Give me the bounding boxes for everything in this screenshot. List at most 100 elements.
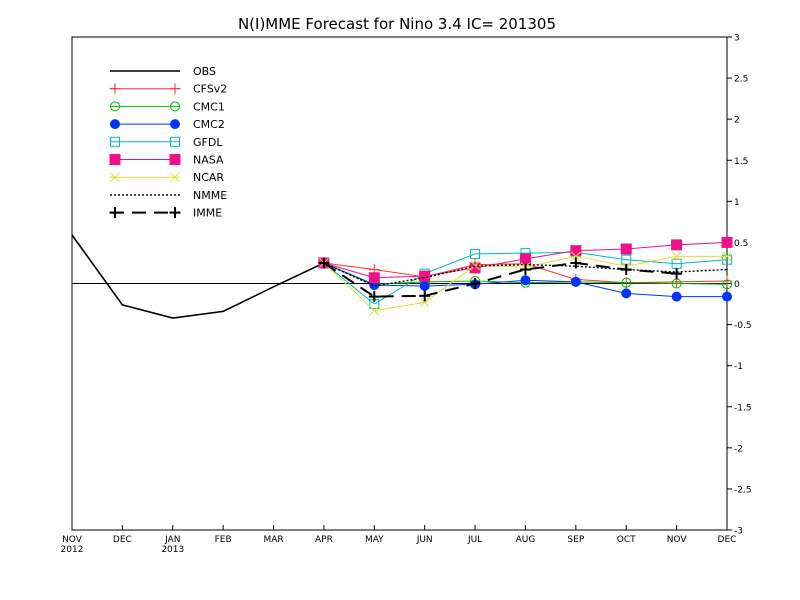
y-tick-label: 0 xyxy=(734,280,740,290)
series-line-gfdl xyxy=(323,251,728,305)
series-point-imme xyxy=(368,291,380,303)
legend-marker-cfsv2 xyxy=(169,83,181,95)
y-tick-label: 3 xyxy=(734,34,740,44)
series-point-nasa xyxy=(570,245,582,257)
series-point-ncar xyxy=(470,260,480,271)
series-point-nasa xyxy=(419,270,431,282)
series-point-nasa xyxy=(721,236,733,248)
legend-item-cmc1: CMC1 xyxy=(110,100,225,113)
legend-marker-imme xyxy=(169,207,181,219)
x-tick-label: FEB xyxy=(215,535,232,545)
series-point-nasa xyxy=(519,253,531,265)
legend-label-cfsv2: CFSv2 xyxy=(193,83,227,96)
legend-marker-ncar xyxy=(110,172,120,183)
y-tick-label: -0.5 xyxy=(734,321,752,331)
series-point-imme xyxy=(469,278,481,289)
x-tick-label: OCT xyxy=(617,535,636,545)
y-tick-label: 2 xyxy=(734,116,740,126)
series-point-imme xyxy=(671,268,683,280)
legend-marker-gfdl xyxy=(110,136,120,147)
series-point-nasa xyxy=(368,272,380,284)
legend-marker-nasa xyxy=(109,154,121,165)
legend-item-imme: IMME xyxy=(109,207,222,220)
x-tick-year-label: 2012 xyxy=(61,545,84,555)
series-point-cmc1 xyxy=(621,277,632,288)
x-tick-label: APR xyxy=(315,535,333,545)
series-point-ncar xyxy=(671,251,682,262)
legend-item-ncar: NCAR xyxy=(110,171,224,184)
series-point-imme xyxy=(570,257,582,269)
series-point-ncar xyxy=(369,305,380,316)
legend-label-cmc2: CMC2 xyxy=(193,118,225,131)
chart-title: N(I)MME Forecast for Nino 3.4 IC= 201305 xyxy=(238,15,556,33)
series-point-cmc2 xyxy=(570,276,581,287)
series-line-obs xyxy=(71,234,325,319)
series-line-imme xyxy=(323,261,677,298)
legend-marker-cmc1 xyxy=(110,101,120,112)
series-point-gfdl xyxy=(470,248,481,259)
legend-item-gfdl: GFDL xyxy=(110,136,223,149)
legend-marker-nasa xyxy=(169,154,181,165)
legend-item-obs: OBS xyxy=(110,65,216,78)
series-point-cmc2 xyxy=(621,288,632,299)
x-tick-label: DEC xyxy=(113,535,132,545)
x-tick-label: SEP xyxy=(567,535,584,545)
series-point-imme xyxy=(519,264,531,276)
x-tick-label: JAN xyxy=(164,535,180,545)
legend-marker-cmc2 xyxy=(110,119,120,130)
y-tick-label: 2.5 xyxy=(734,75,748,85)
series-point-ncar xyxy=(419,297,430,308)
legend-label-ncar: NCAR xyxy=(193,171,224,184)
y-tick-label: 1 xyxy=(734,198,740,208)
series-point-cmc2 xyxy=(419,280,430,291)
legend-label-obs: OBS xyxy=(193,65,216,78)
legend-label-imme: IMME xyxy=(193,207,222,220)
legend-marker-ncar xyxy=(170,172,180,183)
series-imme xyxy=(318,257,683,303)
legend-item-cmc2: CMC2 xyxy=(110,118,225,131)
y-tick-label: 0.5 xyxy=(734,239,748,249)
x-tick-label: DEC xyxy=(718,535,737,545)
series-point-ncar xyxy=(570,251,581,262)
series-point-ncar xyxy=(722,251,732,262)
legend-label-gfdl: GFDL xyxy=(193,136,223,149)
series-point-cmc2 xyxy=(520,275,531,286)
series-point-imme xyxy=(419,290,431,302)
series-point-nasa xyxy=(671,239,683,251)
y-tick-label: 1.5 xyxy=(734,157,748,167)
y-tick-label: -2 xyxy=(734,444,743,454)
x-tick-label: JUL xyxy=(467,535,482,545)
legend-marker-cmc1 xyxy=(170,101,180,112)
x-tick-label: NOV xyxy=(62,535,83,545)
series-point-cfsv2 xyxy=(721,275,733,287)
legend-label-nmme: NMME xyxy=(193,189,227,202)
series-obs xyxy=(71,234,325,319)
x-tick-label: JUN xyxy=(416,535,433,545)
x-tick-label: NOV xyxy=(667,535,688,545)
legend-item-nasa: NASA xyxy=(109,154,224,167)
legend-marker-gfdl xyxy=(170,136,180,147)
y-tick-label: -1 xyxy=(734,362,743,372)
legend-item-cfsv2: CFSv2 xyxy=(109,83,227,96)
legend-marker-cfsv2 xyxy=(109,83,121,95)
series-point-cmc2 xyxy=(671,291,682,302)
series-cmc2 xyxy=(318,257,732,302)
series-point-gfdl xyxy=(722,254,732,265)
x-tick-label: MAR xyxy=(263,535,283,545)
y-tick-label: -2.5 xyxy=(734,485,752,495)
x-tick-label: MAY xyxy=(365,535,384,545)
series-point-nasa xyxy=(620,243,632,255)
legend-item-nmme: NMME xyxy=(110,189,227,202)
series-point-cmc1 xyxy=(722,279,732,290)
y-tick-label: -3 xyxy=(734,527,743,537)
legend-label-cmc1: CMC1 xyxy=(193,100,225,113)
series-point-imme xyxy=(620,264,632,276)
legend-marker-cmc2 xyxy=(170,119,180,130)
x-tick-label: AUG xyxy=(516,535,536,545)
x-tick-year-label: 2013 xyxy=(161,545,184,555)
series-point-imme xyxy=(318,257,330,269)
y-tick-label: -1.5 xyxy=(734,403,752,413)
legend-marker-imme xyxy=(109,207,121,219)
legend-label-nasa: NASA xyxy=(193,154,224,167)
